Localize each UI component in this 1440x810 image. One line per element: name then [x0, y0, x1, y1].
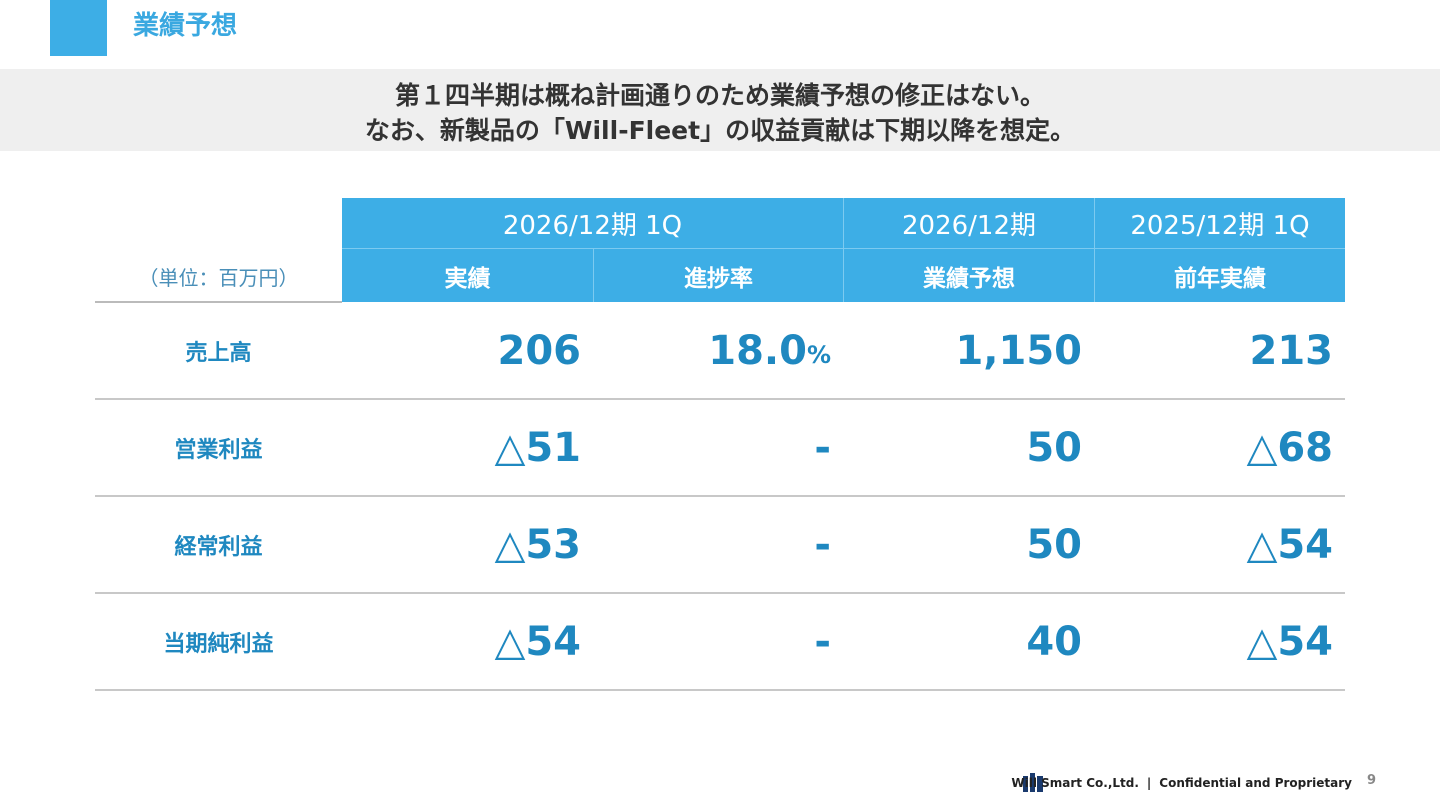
- column-header: 進捗率: [593, 248, 843, 302]
- cell: △54: [1246, 521, 1333, 568]
- cell-value: 18.0: [708, 327, 807, 374]
- cell: △54: [1246, 618, 1333, 665]
- logo: [1023, 773, 1043, 792]
- cell: 40: [1026, 618, 1082, 665]
- rule: [95, 495, 1345, 497]
- cell: △68: [1246, 424, 1333, 471]
- rule: [95, 398, 1345, 400]
- summary-line: なお、新製品の「Will-Fleet」の収益貢献は下期以降を想定。: [364, 116, 1076, 145]
- row-label: 当期純利益: [163, 631, 274, 657]
- cell: △53: [494, 521, 581, 568]
- logo-icon: [1023, 773, 1043, 792]
- cell: 50: [1026, 424, 1082, 471]
- company: Will Smart Co.,Ltd.: [1011, 776, 1139, 790]
- rule: [95, 689, 1345, 691]
- rule: [95, 592, 1345, 594]
- page-number: 9: [1367, 773, 1377, 788]
- cell: △51: [494, 424, 581, 471]
- row-label: 営業利益: [174, 437, 263, 463]
- row-label: 経常利益: [174, 534, 263, 560]
- cell: 18.0%: [593, 302, 831, 399]
- column-header: 実績: [342, 248, 593, 302]
- column-header: 前年実績: [1094, 248, 1345, 302]
- cell: -: [814, 521, 831, 568]
- summary-band: 第１四半期は概ね計画通りのため業績予想の修正はない。 なお、新製品の「Will-…: [0, 69, 1440, 151]
- group-header: 2026/12期 1Q: [342, 198, 843, 248]
- cell: 1,150: [955, 327, 1082, 374]
- group-header: 2026/12期: [843, 198, 1094, 248]
- footer: Will Smart Co.,Ltd. | Confidential and P…: [1000, 773, 1352, 793]
- cell: -: [814, 424, 831, 471]
- cell: 50: [1026, 521, 1082, 568]
- column-header: 業績予想: [843, 248, 1094, 302]
- rule: [95, 301, 342, 303]
- summary-line: 第１四半期は概ね計画通りのため業績予想の修正はない。: [394, 81, 1045, 110]
- page-title: 業績予想: [133, 11, 238, 41]
- cell: 206: [497, 327, 582, 374]
- footer-note: Confidential and Proprietary: [1159, 776, 1352, 790]
- cell: -: [814, 618, 831, 665]
- cell-unit: %: [806, 340, 831, 369]
- separator: |: [1146, 776, 1152, 790]
- unit-note: （単位：百万円）: [138, 265, 299, 290]
- group-header: 2025/12期 1Q: [1094, 198, 1345, 248]
- cell: 213: [1249, 327, 1334, 374]
- row-label: 売上高: [185, 340, 252, 366]
- title-marker: [50, 0, 107, 56]
- cell: △54: [494, 618, 581, 665]
